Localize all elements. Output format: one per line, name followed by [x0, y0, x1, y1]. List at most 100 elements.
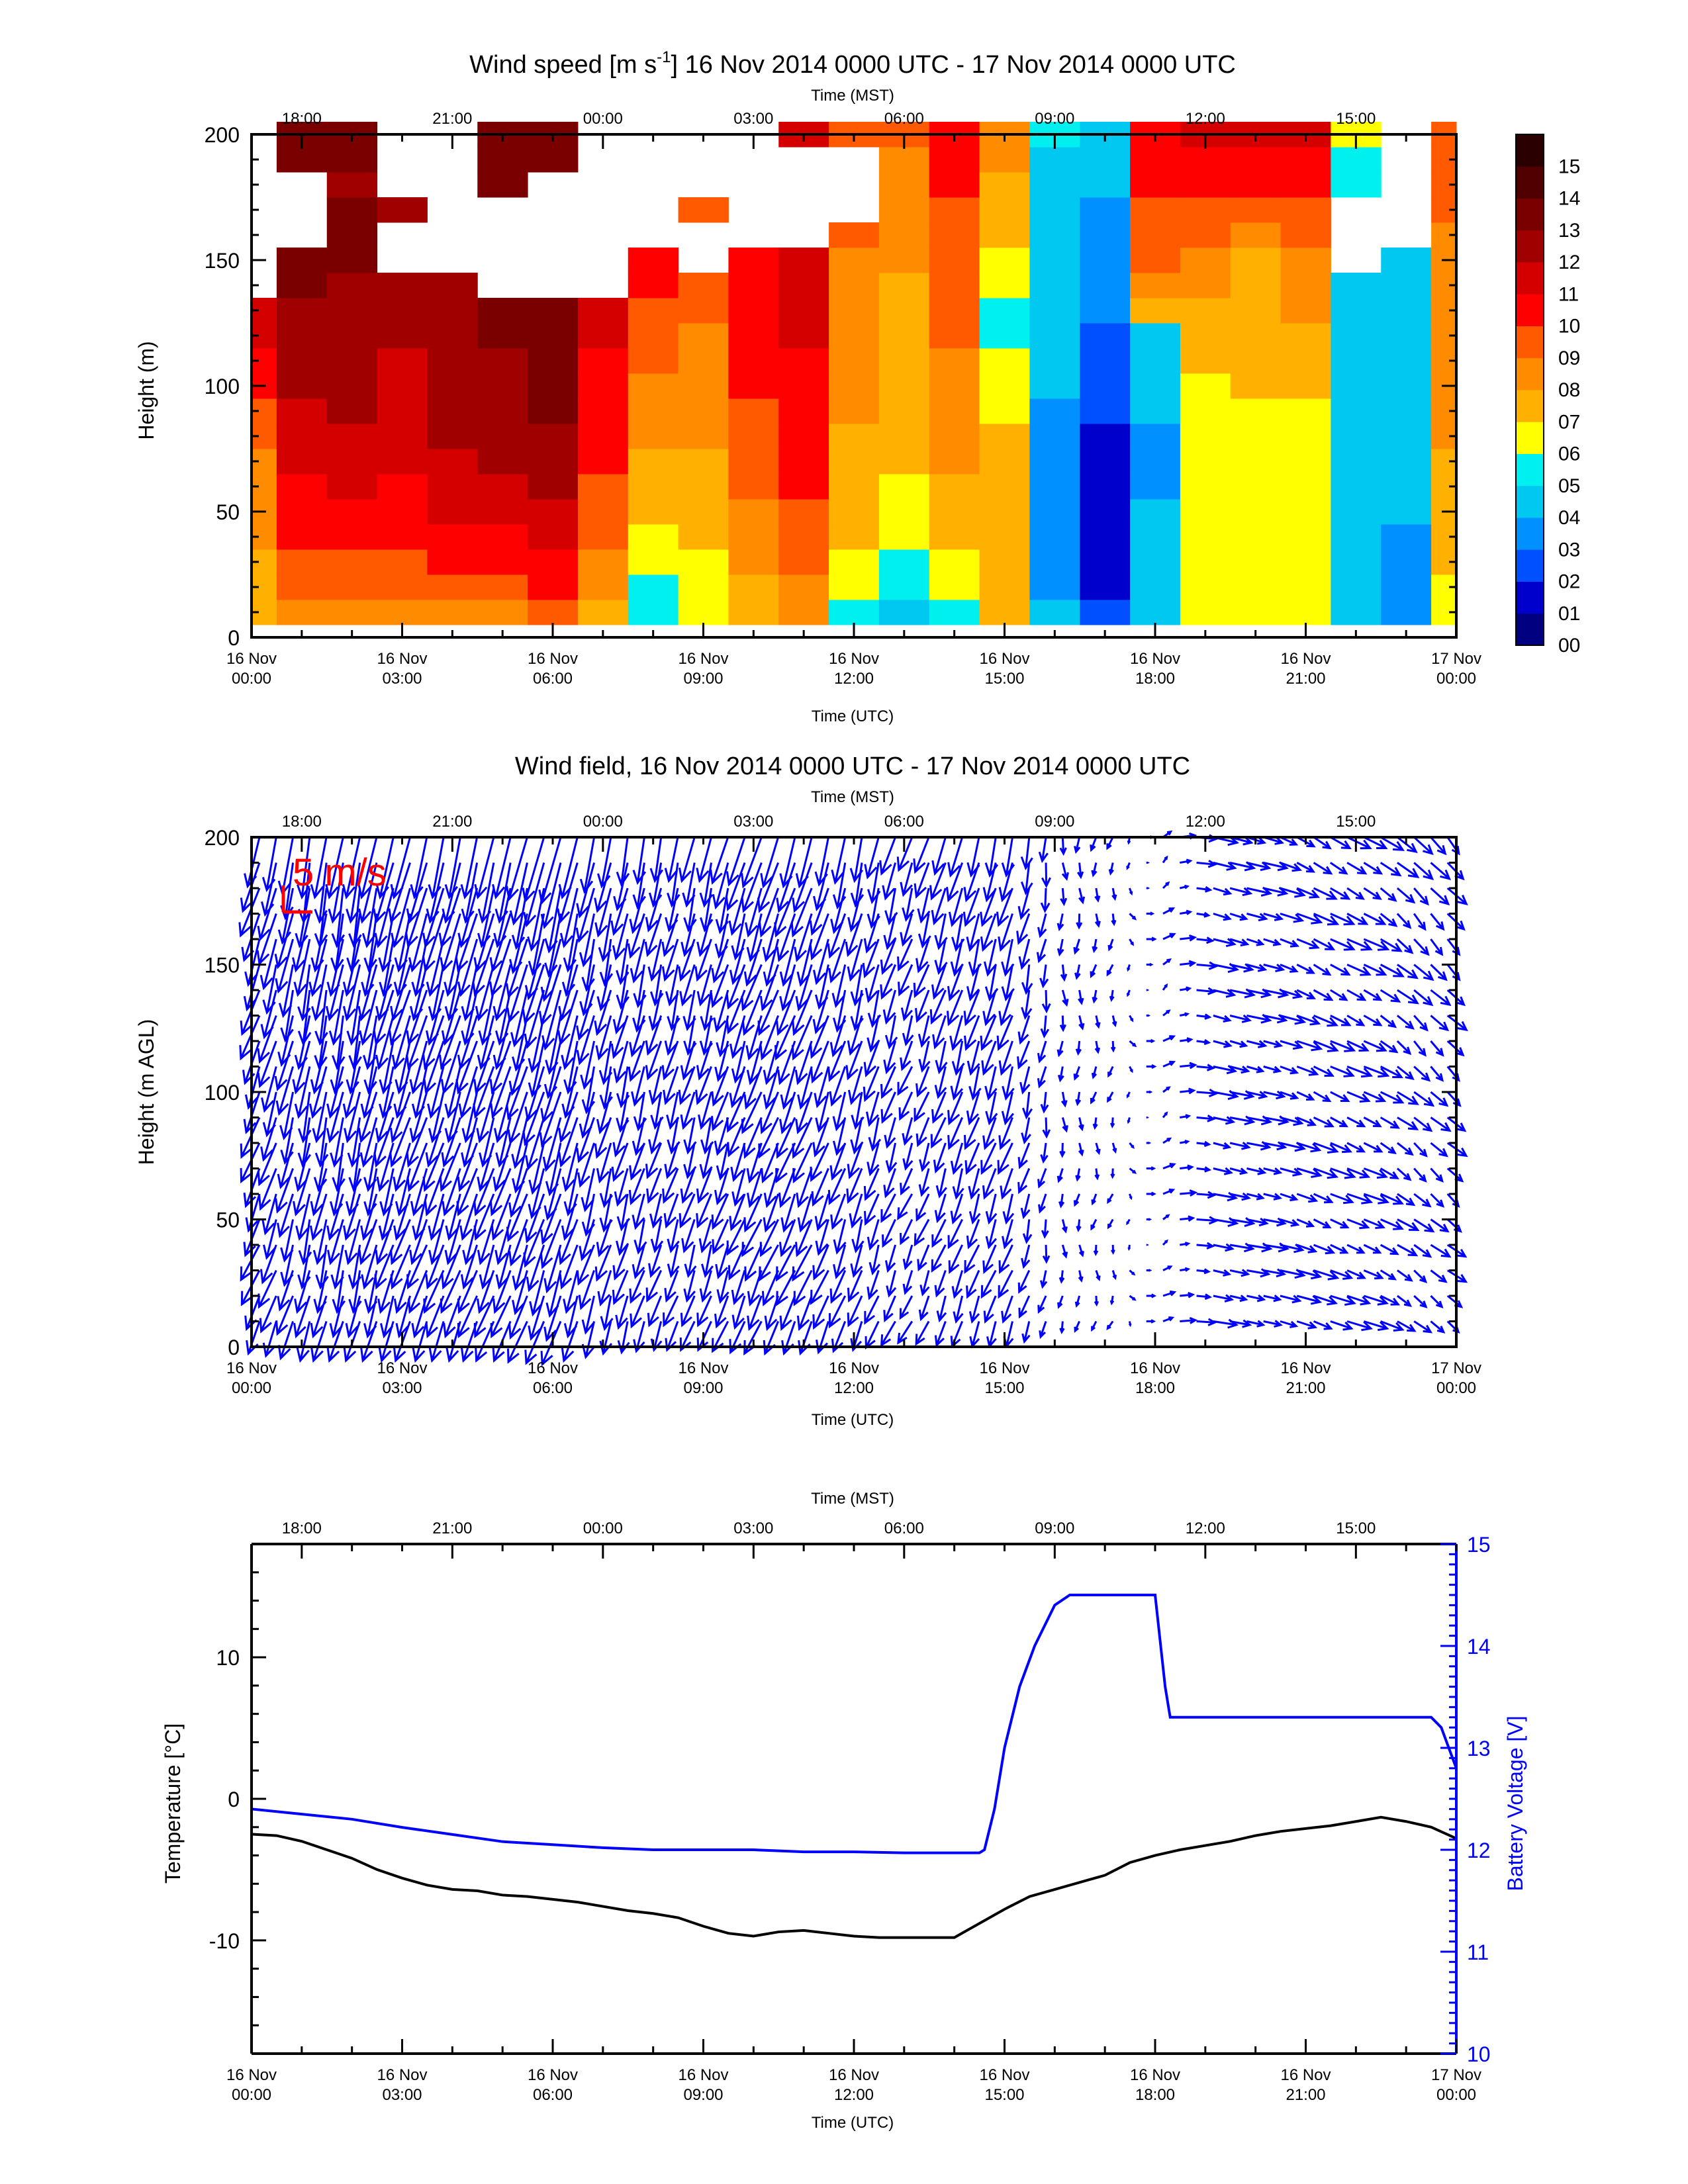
wind-arrow	[342, 837, 361, 900]
wind-arrow	[1229, 1040, 1248, 1048]
wind-arrow	[632, 989, 646, 1033]
heat-cell	[628, 424, 679, 449]
wind-arrow	[1280, 1193, 1299, 1202]
wind-arrow	[238, 887, 261, 938]
wind-arrow	[361, 1244, 378, 1290]
wind-arrow	[328, 862, 344, 924]
wind-arrow	[428, 964, 445, 1022]
wind-arrow	[293, 1168, 311, 1217]
wind-arrow	[577, 1142, 595, 1188]
heat-cell	[728, 273, 779, 298]
wind-arrow	[297, 1091, 312, 1144]
wind-arrow	[981, 1040, 997, 1076]
wind-arrow	[457, 938, 479, 997]
heat-cell	[1280, 298, 1331, 324]
wind-arrow	[1074, 964, 1081, 980]
wind-arrow	[408, 913, 428, 973]
wind-arrow	[1397, 1244, 1419, 1257]
wind-arrow	[864, 1295, 880, 1325]
wind-arrow	[829, 1142, 847, 1181]
wind-arrow	[563, 1040, 579, 1095]
heat-cell	[728, 600, 779, 625]
wind-arrow	[627, 913, 645, 959]
heat-cell	[477, 348, 528, 374]
heat-cell	[929, 499, 980, 525]
wind-arrow	[951, 1040, 965, 1076]
wind-arrow	[1213, 1243, 1235, 1252]
wind-arrow	[1346, 887, 1365, 900]
heat-cell	[1280, 449, 1331, 475]
wind-arrow	[696, 1167, 712, 1205]
wind-arrow	[1180, 1215, 1196, 1222]
wind-arrow	[879, 837, 896, 876]
wind-arrow	[696, 1320, 712, 1352]
wind-arrow	[442, 1168, 461, 1216]
wind-arrow	[683, 1117, 697, 1155]
wind-arrow	[882, 1218, 896, 1248]
wind-arrow	[1042, 1117, 1051, 1139]
heat-cell	[728, 449, 779, 475]
wind-arrow	[1296, 938, 1320, 950]
wind-arrow	[966, 1040, 980, 1076]
wind-arrow	[1430, 964, 1448, 981]
wind-arrow	[779, 837, 796, 889]
heat-cell	[878, 449, 930, 475]
wind-arrow	[741, 989, 763, 1036]
wind-arrow	[648, 862, 663, 908]
wind-arrow	[699, 1270, 712, 1303]
battery-y-tick-label: 12	[1467, 1839, 1491, 1862]
heat-cell	[829, 499, 880, 525]
wind-arrow	[1061, 1244, 1068, 1259]
wind-arrow	[261, 862, 277, 917]
heat-cell	[377, 373, 428, 399]
heat-cell	[628, 574, 679, 600]
wind-arrow	[360, 1193, 378, 1241]
wind-arrow	[360, 1066, 378, 1119]
wind-arrow	[472, 938, 495, 997]
wind-arrow	[649, 964, 664, 1007]
colorbar-label: 06	[1558, 443, 1580, 465]
heat-cell	[979, 147, 1030, 173]
wind-arrow	[1020, 837, 1033, 871]
colorbar-label: 13	[1558, 220, 1580, 242]
wind-arrow	[1346, 862, 1368, 875]
wind-arrow	[1413, 836, 1434, 856]
wind-arrow	[1095, 1142, 1101, 1156]
wind-arrow	[261, 1066, 277, 1113]
wind-arrow	[963, 989, 980, 1026]
wind-arrow	[410, 837, 428, 900]
heat-cell	[929, 549, 980, 575]
wind-arrow	[1146, 1090, 1153, 1094]
wind-arrow	[428, 1321, 445, 1363]
wind-arrow	[440, 1040, 461, 1095]
colorbar-label: 08	[1558, 379, 1580, 401]
heat-cell	[678, 600, 729, 625]
wind-arrow	[612, 989, 629, 1034]
wind-arrow	[913, 837, 930, 874]
heat-cell	[1080, 373, 1131, 399]
heat-cell	[778, 273, 829, 298]
wind-arrow	[1396, 1015, 1415, 1030]
wind-arrow	[376, 1142, 395, 1193]
wind-arrow	[461, 989, 479, 1046]
x-tick-label-date: 16 Nov	[1130, 650, 1180, 668]
wind-arrow	[1430, 1116, 1452, 1132]
wind-arrow	[1090, 1091, 1098, 1105]
heat-cell	[528, 499, 579, 525]
wind-arrow	[1313, 964, 1332, 976]
wind-arrow	[539, 1091, 562, 1148]
colorbar-label: 15	[1558, 156, 1580, 177]
wind-arrow	[1380, 1320, 1405, 1332]
x-tick-label-time: 15:00	[984, 670, 1024, 688]
heat-cell	[1180, 298, 1231, 324]
wind-arrow	[1091, 862, 1098, 878]
wind-arrow	[1346, 1244, 1366, 1254]
wind-arrow	[1313, 1116, 1335, 1128]
wind-arrow	[1413, 1091, 1435, 1107]
wind-arrow	[1380, 836, 1405, 851]
heat-cell	[728, 348, 779, 374]
wind-arrow	[931, 887, 947, 926]
wind-arrow	[880, 1091, 896, 1124]
heat-cell	[1230, 549, 1282, 575]
wind-arrow	[511, 1117, 528, 1169]
